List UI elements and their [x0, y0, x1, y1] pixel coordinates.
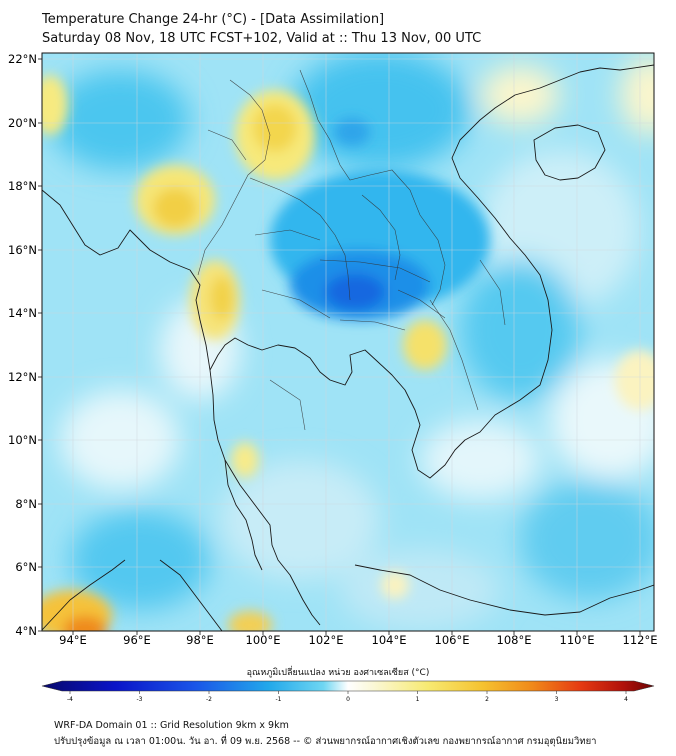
lat-label: 12°N	[8, 370, 37, 384]
latitude-axis: 22°N 20°N 18°N 16°N 14°N 12°N 10°N 8°N 6°N 4°N	[8, 52, 42, 638]
lat-label: 16°N	[8, 243, 37, 257]
lat-label: 6°N	[15, 560, 37, 574]
footer-model-info: WRF-DA Domain 01 :: Grid Resolution 9km …	[54, 720, 289, 731]
lat-label: 8°N	[15, 497, 37, 511]
lon-label: 106°E	[435, 633, 470, 647]
map-title: Temperature Change 24-hr (°C) - [Data As…	[42, 12, 385, 27]
colorbar-tick-label: -2	[206, 696, 212, 703]
lat-label: 10°N	[8, 433, 37, 447]
colorbar-tick-label: 2	[485, 696, 489, 703]
lon-label: 96°E	[123, 633, 151, 647]
longitude-axis: 94°E 96°E 98°E 100°E 102°E 104°E 106°E 108°E 110…	[59, 631, 657, 647]
colorbar-tick-label: -3	[137, 696, 143, 703]
coastlines	[42, 64, 654, 631]
plot-frame	[41, 52, 655, 632]
colorbar-ticks: -4 -3 -2 -1 0 1 2 3 4	[67, 691, 628, 703]
lon-label: 100°E	[246, 633, 281, 647]
colorbar-tick-label: -4	[67, 696, 73, 703]
lat-label: 14°N	[8, 306, 37, 320]
colorbar-tick-label: 1	[416, 696, 420, 703]
colorbar-tick-label: 0	[346, 696, 350, 703]
lon-label: 104°E	[372, 633, 407, 647]
colorbar-tick-label: 3	[555, 696, 559, 703]
admin-borders	[197, 69, 506, 431]
lon-label: 110°E	[560, 633, 595, 647]
colorbar-scale	[41, 680, 655, 692]
lat-label: 18°N	[8, 179, 37, 193]
graticule	[42, 53, 654, 631]
lon-label: 102°E	[309, 633, 344, 647]
temperature-field	[42, 53, 654, 631]
map-subtitle: Saturday 08 Nov, 18 UTC FCST+102, Valid …	[42, 31, 482, 46]
colorbar: -4 -3 -2 -1 0 1 2 3 4	[41, 680, 655, 703]
colorbar-tick-label: -1	[276, 696, 282, 703]
lat-label: 4°N	[15, 624, 37, 638]
lon-label: 98°E	[186, 633, 214, 647]
lon-label: 112°E	[623, 633, 658, 647]
colorbar-tick-label: 4	[624, 696, 628, 703]
footer-credit: ปรับปรุงข้อมูล ณ เวลา 01:00น. วัน อา. ที…	[54, 736, 597, 747]
lon-label: 94°E	[59, 633, 87, 647]
lat-label: 22°N	[8, 52, 37, 66]
colorbar-title: อุณหภูมิเปลี่ยนแปลง หน่วย องศาเซลเซียส (…	[246, 668, 430, 678]
lon-label: 108°E	[497, 633, 532, 647]
lat-label: 20°N	[8, 116, 37, 130]
